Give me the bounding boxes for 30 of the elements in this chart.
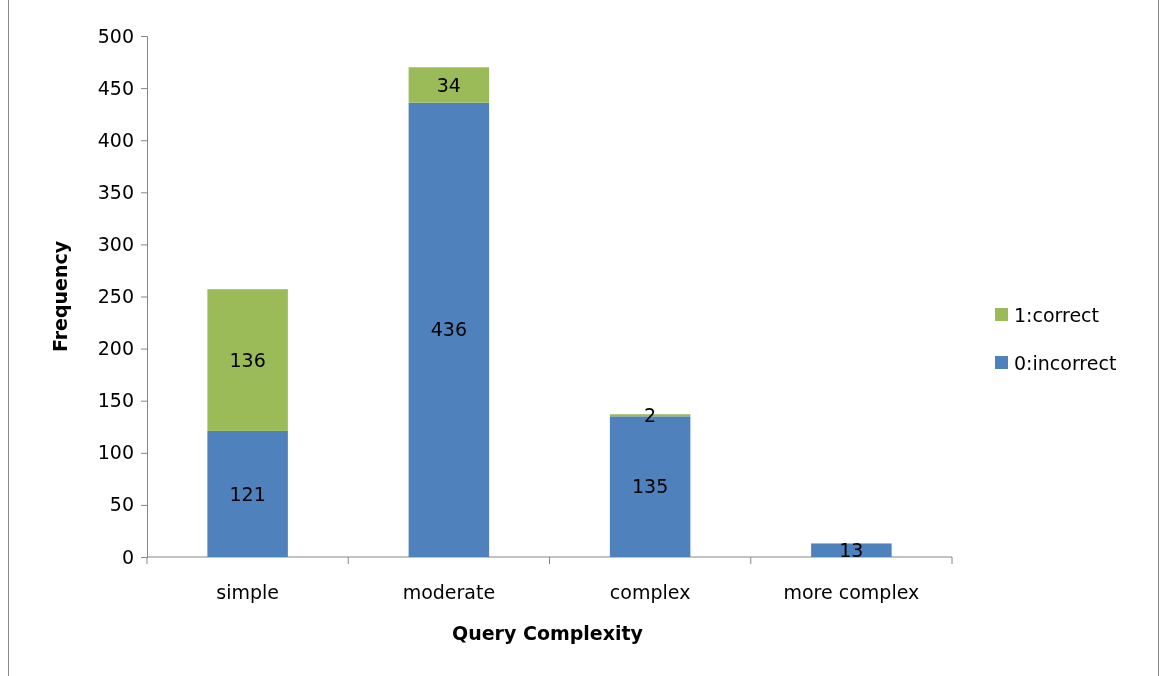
bar bbox=[408, 102, 490, 557]
x-axis-title: Query Complexity bbox=[452, 622, 644, 644]
data-label: 34 bbox=[436, 73, 461, 96]
legend-label: 0:incorrect bbox=[1014, 351, 1117, 374]
data-label: 13 bbox=[839, 538, 864, 561]
y-tick-label: 400 bbox=[97, 128, 134, 151]
y-tick-label: 200 bbox=[97, 337, 134, 360]
bar bbox=[811, 543, 892, 557]
data-label: 135 bbox=[631, 475, 669, 498]
x-tick-label: moderate bbox=[402, 581, 496, 603]
y-tick-label: 350 bbox=[97, 180, 134, 203]
y-axis-title: Frequency bbox=[49, 240, 71, 353]
x-tick-label: simple bbox=[216, 581, 279, 603]
legend-label: 1:correct bbox=[1014, 303, 1100, 326]
bar bbox=[207, 430, 288, 557]
y-tick-label: 50 bbox=[109, 493, 134, 516]
x-tick-label: complex bbox=[609, 581, 691, 603]
y-tick-label: 450 bbox=[97, 76, 134, 99]
x-tick-label: more complex bbox=[783, 581, 920, 603]
data-label: 136 bbox=[229, 348, 266, 371]
y-tick-label: 150 bbox=[97, 389, 134, 412]
y-tick-label: 300 bbox=[97, 232, 134, 255]
y-tick-label: 0 bbox=[121, 545, 134, 568]
data-label: 121 bbox=[229, 482, 266, 505]
y-tick-label: 100 bbox=[97, 441, 134, 464]
bar bbox=[207, 289, 288, 431]
y-tick-label: 250 bbox=[97, 285, 134, 308]
data-label: 436 bbox=[430, 318, 468, 341]
bar bbox=[408, 67, 490, 103]
y-tick-label: 500 bbox=[97, 24, 134, 47]
